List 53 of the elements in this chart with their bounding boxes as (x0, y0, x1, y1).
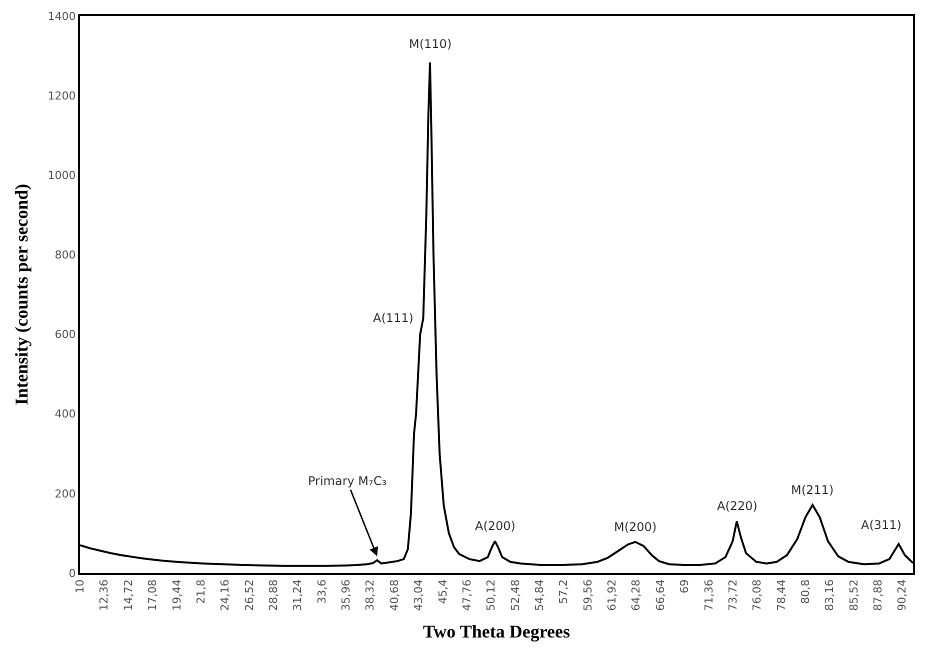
x-tick-label: 87,88 (872, 579, 885, 611)
x-tick-label: 19,44 (170, 579, 184, 611)
x-tick-label: 38,32 (364, 579, 377, 611)
annotation: A(200) (475, 519, 516, 533)
x-tick-label: 45,4 (436, 579, 450, 604)
y-tick-label: 800 (54, 248, 76, 262)
x-tick-label: 64,28 (630, 579, 643, 611)
x-tick-label: 80,8 (798, 579, 812, 604)
y-tick-label: 600 (54, 328, 76, 342)
x-tick-label: 28,88 (267, 579, 280, 611)
x-tick-label: 47,76 (460, 579, 474, 611)
y-tick-label: 200 (54, 487, 76, 500)
annotation: A(311) (861, 518, 902, 532)
y-axis-title: Intensity (counts per second) (12, 184, 32, 406)
x-tick-label: 10 (74, 579, 87, 594)
annotation: M(110) (409, 37, 452, 51)
x-tick-label: 21,8 (194, 579, 208, 604)
y-tick-label: 1000 (48, 168, 76, 182)
x-tick-label: 52,48 (508, 579, 522, 611)
x-tick-label: 31,24 (291, 579, 304, 611)
y-tick-label: 1200 (48, 89, 76, 102)
y-tick-label: 400 (54, 408, 76, 421)
annotation: A(111) (373, 311, 414, 325)
x-tick-label: 90,24 (896, 579, 909, 611)
x-tick-label: 17,08 (146, 579, 160, 611)
annotation: M(211) (791, 483, 834, 497)
x-tick-label: 14,72 (122, 579, 135, 611)
x-tick-label: 71,36 (702, 579, 716, 611)
x-tick-label: 59,56 (581, 579, 594, 611)
x-tick-label: 40,68 (388, 579, 401, 611)
y-tick-label: 0 (68, 566, 76, 580)
x-tick-label: 66,64 (654, 579, 667, 611)
x-tick-label: 73,72 (726, 579, 740, 611)
x-tick-label: 24,16 (218, 579, 232, 611)
x-tick-label: 61,92 (606, 579, 619, 611)
x-axis-title: Two Theta Degrees (423, 622, 570, 642)
x-tick-label: 57,2 (557, 579, 570, 604)
x-tick-label: 76,08 (750, 579, 764, 611)
annotation: A(220) (717, 499, 758, 513)
x-tick-label: 26,52 (242, 579, 256, 611)
x-tick-label: 33,6 (315, 579, 328, 604)
x-tick-label: 54,84 (533, 579, 546, 611)
x-tick-label: 12,36 (98, 579, 111, 611)
annotation: Primary M₇C₃ (308, 474, 387, 488)
annotation: M(200) (614, 520, 657, 534)
y-tick-label: 1400 (48, 10, 76, 23)
x-tick-label: 69 (678, 579, 692, 594)
x-tick-label: 43,04 (412, 579, 426, 611)
x-tick-label: 85,52 (847, 579, 860, 611)
x-tick-label: 83,16 (823, 579, 836, 611)
x-tick-label: 35,96 (340, 579, 353, 611)
x-tick-label: 50,12 (484, 579, 498, 611)
x-tick-label: 78,44 (774, 579, 788, 611)
